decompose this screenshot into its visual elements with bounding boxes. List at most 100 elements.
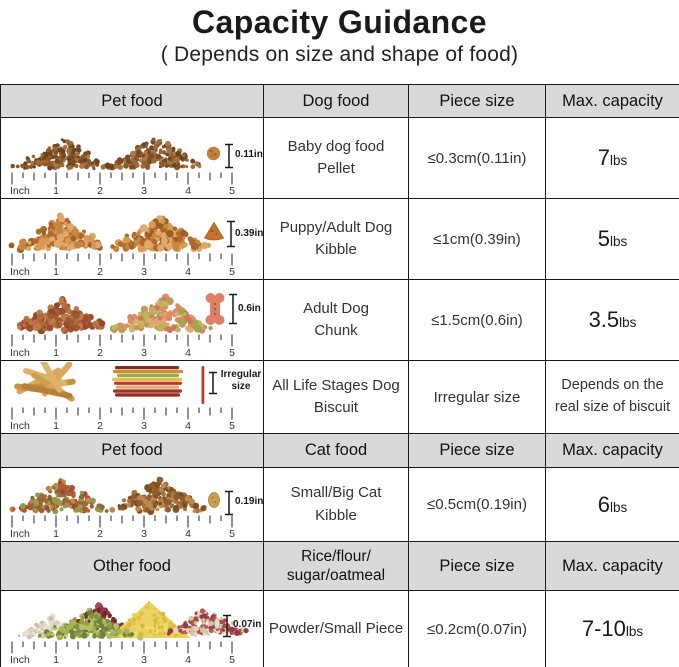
measure-marker-icon xyxy=(225,143,233,168)
ruler-labels: Inch 1 2 3 4 5 xyxy=(2,527,263,540)
ruler-labels: Inch 1 2 3 4 5 xyxy=(2,346,263,359)
header-cell-piece-size: Piece size xyxy=(408,541,546,591)
sample-size-label: Irregular size xyxy=(220,368,262,393)
capacity-text-line: real size of biscuit xyxy=(554,399,671,415)
ruler-ticks xyxy=(11,172,233,184)
ruler-mark-label: 2 xyxy=(97,419,103,432)
ruler-mark-label: 1 xyxy=(53,653,59,666)
ruler-mark-label: 4 xyxy=(185,265,191,278)
max-capacity-cell: 6lbs xyxy=(545,467,679,542)
sample-size-label: 0.11in xyxy=(235,148,263,160)
ruler-ticks xyxy=(11,515,233,527)
capacity-value: 3.5 xyxy=(588,307,620,332)
measure-marker-icon xyxy=(225,490,233,515)
max-capacity-cell: 7lbs xyxy=(545,117,679,199)
cat-kibble-icon xyxy=(208,491,220,508)
title-block: Capacity Guidance ( Depends on size and … xyxy=(0,0,679,84)
ruler-mark-label: 3 xyxy=(141,184,147,197)
food-name-line: Puppy/Adult Dog xyxy=(279,218,393,236)
ruler-mark-label: 1 xyxy=(53,419,59,432)
measure-marker-icon xyxy=(227,220,235,247)
food-name-line: Kibble xyxy=(315,506,357,524)
ruler-unit-label: Inch xyxy=(10,346,30,359)
piece-size-cell: ≤1.5cm(0.6in) xyxy=(408,279,546,361)
ruler-mark-label: 2 xyxy=(97,527,103,540)
sample-size-label: 0.07in xyxy=(233,618,262,630)
ruler-mark-label: 4 xyxy=(185,346,191,359)
ruler-mark-label: 1 xyxy=(53,265,59,278)
food-name-cell: Puppy/Adult Dog Kibble xyxy=(263,198,409,280)
food-name-cell: Powder/Small Piece xyxy=(263,590,409,667)
sample-size-label: 0.19in xyxy=(235,495,264,507)
measure-marker-icon xyxy=(229,293,237,324)
ruler-ticks xyxy=(11,641,233,653)
capacity-table: Pet food Dog food Piece size Max. capaci… xyxy=(0,84,679,667)
food-name-line: Adult Dog xyxy=(303,299,369,317)
ruler-labels: Inch 1 2 3 4 5 xyxy=(2,419,263,432)
food-name-line: Pellet xyxy=(317,160,355,177)
max-capacity-cell: 7-10lbs xyxy=(545,590,679,667)
header-cell-food-type: Cat food xyxy=(263,433,409,468)
ruler-mark-label: 2 xyxy=(97,184,103,197)
ruler-mark-label: 5 xyxy=(229,419,235,432)
capacity-unit: lbs xyxy=(609,499,628,515)
food-name-cell: Small/Big Cat Kibble xyxy=(263,467,409,542)
ruler-mark-label: 3 xyxy=(141,527,147,540)
header-cell-food-type: Rice/flour/sugar/oatmeal xyxy=(263,541,409,591)
food-name-line: All Life Stages Dog xyxy=(272,376,400,394)
header-cell-pet-food: Other food xyxy=(0,541,264,591)
measure-marker-icon xyxy=(223,614,231,637)
sample-size-label: 0.6in xyxy=(238,302,261,314)
capacity-value: 7-10 xyxy=(581,616,626,641)
food-pile-illustration xyxy=(17,600,249,641)
ruler-mark-label: 2 xyxy=(97,346,103,359)
food-pile-illustration xyxy=(16,293,213,334)
food-name-cell: Adult Dog Chunk xyxy=(263,279,409,361)
page-subtitle: ( Depends on size and shape of food) xyxy=(160,43,519,66)
food-name-line: Chunk xyxy=(314,322,358,339)
ruler-mark-label: 2 xyxy=(97,265,103,278)
ruler-mark-label: 3 xyxy=(141,346,147,359)
capacity-unit: lbs xyxy=(609,234,628,249)
piece-size-cell: ≤0.2cm(0.07in) xyxy=(408,590,546,667)
capacity-unit: lbs xyxy=(625,624,644,639)
ruler-unit-label: Inch xyxy=(10,184,30,197)
ruler-mark-label: 4 xyxy=(185,184,191,197)
ruler-mark-label: 4 xyxy=(185,419,191,432)
food-image-cell: Irregular size Inch 1 2 3 4 5 xyxy=(0,360,264,434)
measure-marker-icon xyxy=(209,371,217,394)
ruler-unit-label: Inch xyxy=(10,419,30,432)
page-title: Capacity Guidance xyxy=(192,4,487,40)
ruler-mark-label: 3 xyxy=(141,419,147,432)
piece-size-cell: ≤0.3cm(0.11in) xyxy=(408,117,546,199)
ruler-ticks xyxy=(11,253,233,265)
food-image-cell: 0.19in Inch 1 2 3 4 5 xyxy=(0,467,264,542)
food-pile-illustration xyxy=(10,137,202,170)
piece-size-cell: ≤1cm(0.39in) xyxy=(408,198,546,280)
capacity-value: 6 xyxy=(597,491,610,517)
ruler-ticks xyxy=(11,334,233,346)
food-image-cell: 0.07in Inch 1 2 3 4 5 xyxy=(0,590,264,667)
food-name-line: Small/Big Cat xyxy=(290,484,382,501)
pellet-icon xyxy=(206,146,221,160)
max-capacity-cell: 3.5lbs xyxy=(545,279,679,361)
ruler-unit-label: Inch xyxy=(10,653,30,666)
header-cell-max-capacity: Max. capacity xyxy=(545,433,679,468)
ruler-mark-label: 4 xyxy=(185,527,191,540)
max-capacity-cell: 5lbs xyxy=(545,198,679,280)
ruler-mark-label: 5 xyxy=(229,346,235,359)
bone-biscuit-icon xyxy=(205,292,225,325)
kibble-triangle-icon xyxy=(203,221,225,240)
capacity-unit: lbs xyxy=(619,315,637,330)
header-cell-food-type: Dog food xyxy=(263,84,409,118)
ruler-mark-label: 5 xyxy=(229,184,235,197)
header-cell-pet-food: Pet food xyxy=(0,433,264,468)
food-name-line: Biscuit xyxy=(313,399,359,416)
food-pile-illustration xyxy=(14,361,183,402)
ruler-labels: Inch 1 2 3 4 5 xyxy=(2,653,263,666)
food-name-line: Powder/Small Piece xyxy=(268,619,404,637)
food-name-line: Kibble xyxy=(315,241,357,258)
header-cell-max-capacity: Max. capacity xyxy=(545,541,679,591)
ruler-mark-label: 1 xyxy=(53,184,59,197)
food-name-cell: All Life Stages Dog Biscuit xyxy=(263,360,409,434)
